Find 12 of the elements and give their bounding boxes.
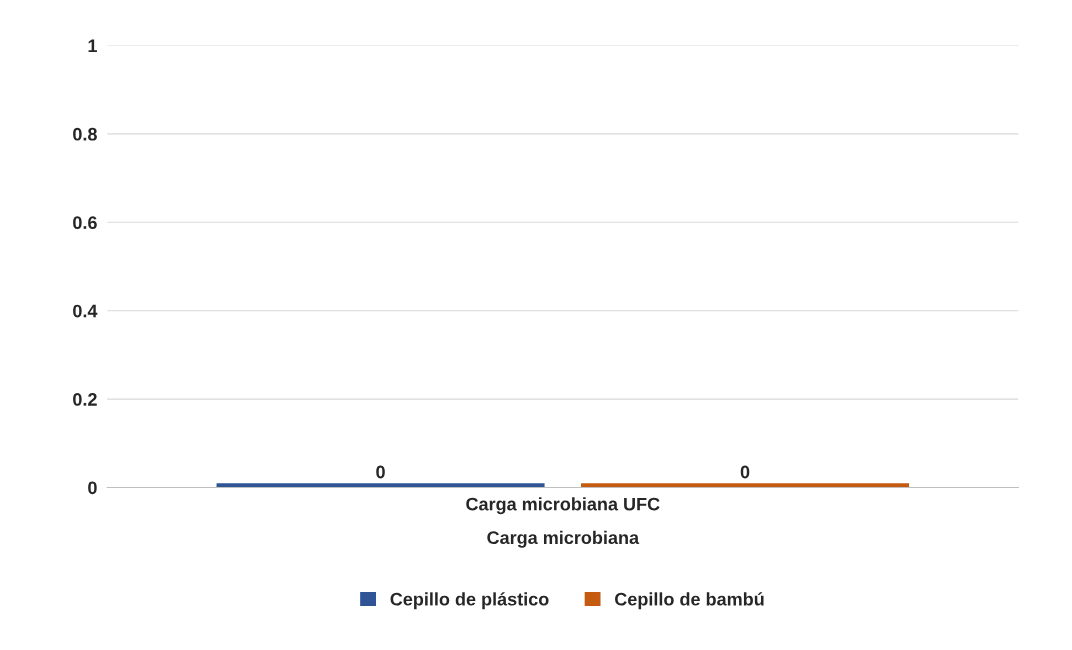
legend-label: Cepillo de plástico (390, 592, 549, 610)
y-tick-label: 0 (88, 481, 97, 495)
y-tick-label: 1 (88, 39, 97, 53)
legend-label: Cepillo de bambú (615, 592, 764, 610)
data-label: 0 (376, 465, 385, 479)
y-tick-label: 0.8 (73, 127, 97, 141)
y-tick-label: 0.6 (73, 216, 97, 230)
data-label: 0 (740, 465, 750, 479)
y-tick-label: 0.4 (73, 304, 98, 318)
x-axis-title: Carga microbiana (487, 530, 640, 548)
y-tick-label: 0.2 (73, 393, 97, 406)
x-tick-label: Carga microbiana UFC (466, 497, 660, 515)
